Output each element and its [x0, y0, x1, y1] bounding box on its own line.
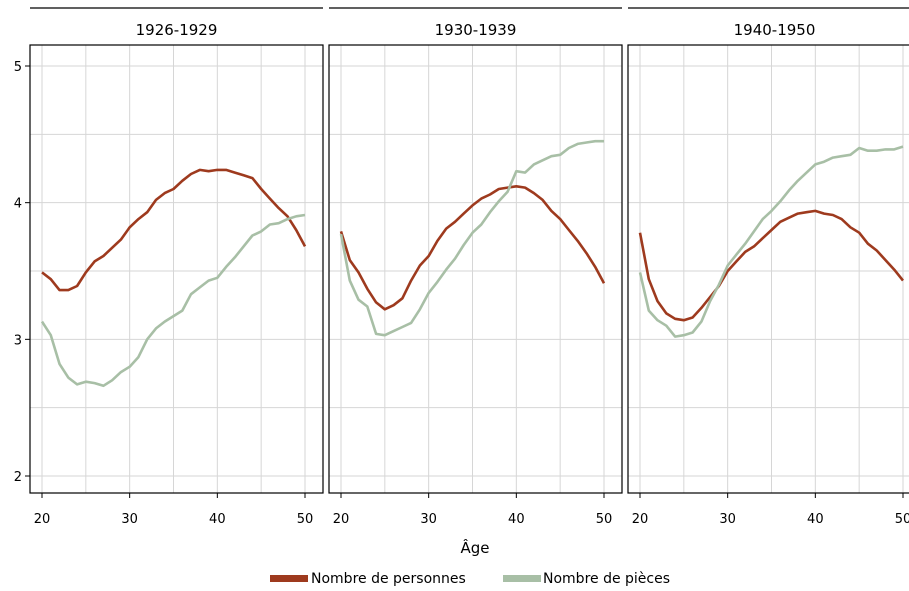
- x-tick-label: 40: [209, 512, 226, 527]
- y-tick-label: 5: [14, 60, 22, 75]
- legend: Nombre de personnes Nombre de pièces: [270, 571, 670, 587]
- panel-border: [627, 44, 909, 494]
- x-tick-label: 20: [632, 512, 649, 527]
- series-line-pieces: [40, 213, 306, 388]
- legend-swatch: [503, 575, 541, 582]
- series-line-pieces: [339, 139, 604, 337]
- series-line-personnes: [41, 168, 307, 292]
- x-tick-label: 20: [333, 512, 350, 527]
- x-tick-label: 20: [34, 512, 51, 527]
- panel-border: [29, 44, 324, 494]
- x-tick-label: 40: [508, 512, 525, 527]
- facet-panel: 1930-1939 20 30 40 50: [328, 7, 623, 527]
- x-axis-title: Âge: [460, 538, 489, 557]
- legend-label: Nombre de pièces: [543, 571, 670, 587]
- panel-border: [328, 44, 623, 494]
- facet-title: 1930-1939: [435, 21, 517, 39]
- facet-panel: 1940-1950 20 30 40 50: [627, 7, 909, 527]
- x-tick-label: 50: [895, 512, 909, 527]
- x-tick-label: 50: [596, 512, 613, 527]
- series-line-personnes: [339, 185, 606, 311]
- legend-item: Nombre de pièces: [503, 571, 670, 587]
- x-tick-label: 30: [121, 512, 138, 527]
- y-tick-label: 4: [14, 197, 22, 212]
- series-line-personnes: [638, 209, 905, 322]
- gridlines: [329, 45, 622, 493]
- x-tick-label: 40: [807, 512, 824, 527]
- legend-swatch: [270, 575, 308, 582]
- gridlines: [628, 45, 909, 493]
- facet-panel: 1926-1929 20 30 40 50 2 3 4 5: [14, 7, 324, 527]
- series-line-pieces: [638, 145, 904, 338]
- facet-title: 1926-1929: [136, 21, 218, 39]
- y-tick-label: 2: [14, 470, 22, 485]
- gridlines: [30, 45, 323, 493]
- facet-title: 1940-1950: [734, 21, 816, 39]
- legend-item: Nombre de personnes: [270, 571, 466, 587]
- x-tick-label: 30: [420, 512, 437, 527]
- legend-label: Nombre de personnes: [311, 571, 466, 587]
- x-tick-label: 50: [297, 512, 314, 527]
- x-tick-label: 30: [719, 512, 736, 527]
- y-tick-label: 3: [14, 333, 22, 348]
